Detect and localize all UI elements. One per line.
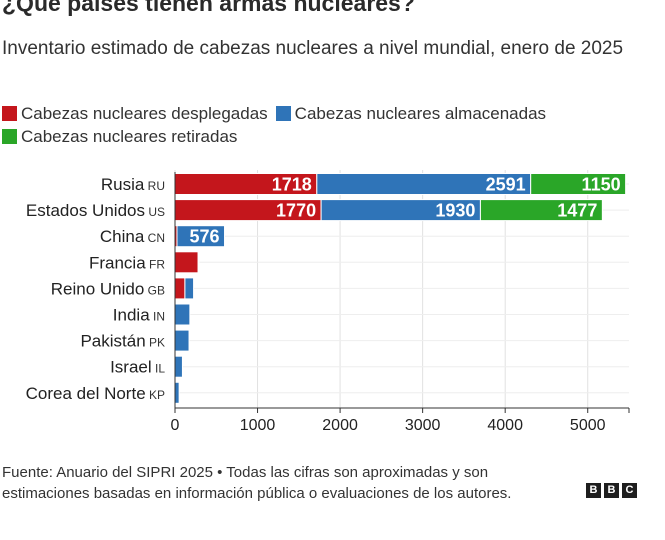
category-label: Corea del Norte KP: [26, 384, 165, 403]
legend-swatch-deployed: [2, 106, 17, 121]
bar-segment: [479, 199, 603, 222]
chart-title: ¿Qué países tienen armas nucleares?: [2, 0, 415, 16]
category-label: Reino Unido GB: [51, 279, 165, 298]
data-label: 1718: [272, 175, 312, 195]
bar-segment: [184, 277, 195, 300]
stacked-bar-chart: 1718 2591 1150 Rusia RU 1770 1930 1477 Estados …: [26, 170, 630, 434]
bar-segment: [174, 251, 199, 274]
category-label: India IN: [113, 306, 165, 325]
legend-item-stored: Cabezas nucleares almacenadas: [275, 103, 547, 124]
category-label: China CN: [100, 227, 165, 246]
legend-swatch-stored: [275, 106, 291, 121]
legend: Cabezas nucleares desplegadas Cabezas nu…: [2, 102, 642, 148]
data-label: 1477: [557, 201, 597, 221]
x-tick-label: 3000: [405, 417, 441, 434]
source-note: Fuente: Anuario del SIPRI 2025 • Todas l…: [2, 464, 512, 502]
bbc-logo: B B C: [586, 483, 637, 498]
bar-segment: [530, 173, 627, 195]
data-label: 2591: [486, 175, 526, 195]
category-label: Israel IL: [110, 358, 165, 377]
bar-segment: [174, 277, 186, 300]
legend-label-stored: Cabezas nucleares almacenadas: [294, 103, 547, 123]
bar-segment: [174, 355, 183, 378]
bar-segment: [174, 329, 190, 352]
x-tick-label: 2000: [322, 417, 358, 434]
bbc-logo-letter: B: [586, 483, 601, 498]
category-label: Rusia RU: [101, 175, 165, 194]
legend-item-deployed: Cabezas nucleares desplegadas: [2, 104, 268, 124]
legend-label-retired: Cabezas nucleares retiradas: [21, 126, 238, 146]
bar-segment: [197, 251, 200, 274]
data-label: 576: [189, 227, 219, 247]
data-label: 1770: [276, 201, 316, 221]
x-tick-label: 0: [171, 417, 180, 434]
legend-item-retired: Cabezas nucleares retiradas: [2, 127, 237, 147]
legend-label-deployed: Cabezas nucleares desplegadas: [21, 103, 268, 123]
category-label: Pakistán PK: [80, 332, 165, 351]
x-tick-label: 1000: [240, 417, 276, 434]
data-label: 1150: [582, 175, 621, 195]
bar-segment: [176, 225, 226, 248]
bbc-logo-letter: C: [622, 483, 637, 498]
bar-segment: [174, 381, 180, 404]
chart-subtitle: Inventario estimado de cabezas nucleares…: [2, 38, 624, 59]
x-tick-label: 5000: [570, 417, 606, 434]
category-label: Francia FR: [89, 253, 165, 272]
legend-swatch-retired: [2, 129, 17, 144]
bbc-logo-letter: B: [604, 483, 619, 498]
data-label: 1930: [435, 201, 475, 221]
x-tick-label: 4000: [487, 417, 523, 434]
bar-segment: [174, 303, 191, 326]
category-label: Estados Unidos US: [26, 201, 165, 220]
